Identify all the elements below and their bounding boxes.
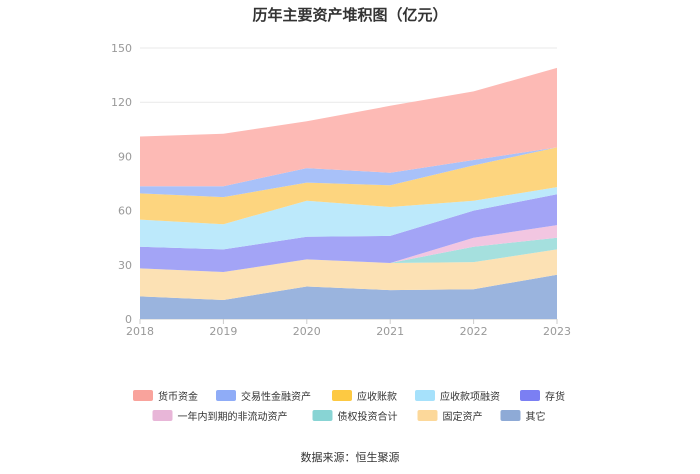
legend-swatch	[417, 410, 438, 421]
x-tick-label: 2020	[293, 325, 321, 338]
legend-label: 固定资产	[443, 410, 483, 423]
y-tick-label: 30	[118, 259, 132, 272]
legend-label: 存货	[545, 390, 565, 403]
area-series-4	[140, 194, 557, 272]
x-tick-label: 2021	[376, 325, 404, 338]
legend-label: 债权投资合计	[338, 410, 398, 423]
area-series-6	[140, 147, 557, 225]
legend-swatch	[520, 390, 540, 401]
y-tick-label: 150	[111, 42, 132, 55]
legend-label: 其它	[526, 410, 546, 423]
legend-swatch	[415, 390, 435, 401]
data-source: 数据来源：恒生聚源	[301, 450, 400, 464]
legend-swatch	[332, 390, 352, 401]
y-tick-label: 60	[118, 205, 132, 218]
y-tick-label: 90	[118, 150, 132, 163]
chart-title: 历年主要资产堆积图（亿元）	[252, 6, 447, 24]
area-series-1	[140, 249, 557, 300]
area-series-0	[140, 274, 557, 319]
legend-swatch	[500, 410, 521, 421]
legend-label: 交易性金融资产	[241, 390, 311, 403]
legend-label: 应收款项融资	[440, 390, 500, 403]
area-series-5	[140, 187, 557, 250]
legend-label: 货币资金	[158, 390, 198, 403]
area-series-2	[140, 237, 557, 272]
axes: 0 30 60 90 120 150 2018 2019 2020 2021 2022 2023	[111, 42, 571, 338]
legend-label: 应收账款	[357, 390, 397, 403]
legend-swatch	[133, 390, 153, 401]
area-series-7	[140, 147, 557, 198]
legend-swatch	[312, 410, 333, 421]
legend-swatch	[152, 410, 173, 421]
y-tick-label: 120	[111, 96, 132, 109]
x-tick-label: 2019	[209, 325, 237, 338]
y-tick-label: 0	[125, 313, 132, 326]
area-series-8	[140, 67, 557, 187]
x-tick-label: 2023	[543, 325, 571, 338]
legend-swatch	[216, 390, 236, 401]
area-series	[140, 67, 557, 319]
legend-label: 一年内到期的非流动资产	[178, 410, 288, 423]
x-tick-label: 2018	[126, 325, 154, 338]
x-tick-label: 2022	[460, 325, 488, 338]
